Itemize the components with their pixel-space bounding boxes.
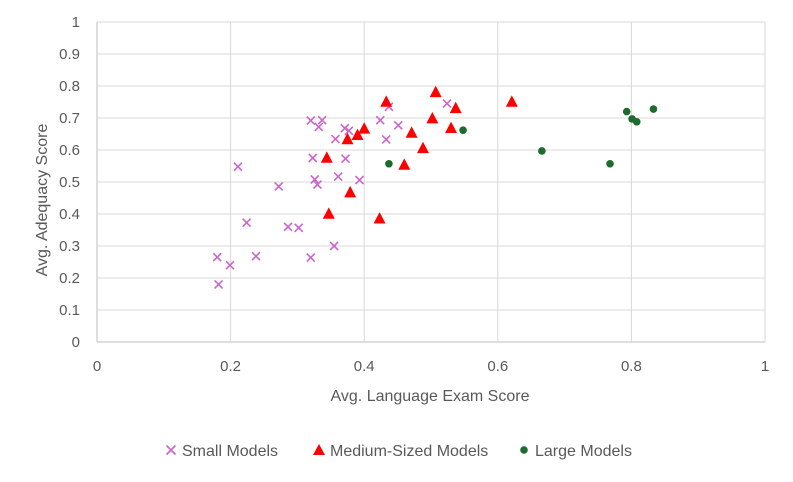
x-tick-label: 0.6 — [487, 358, 508, 375]
point-medium-sized-models — [341, 132, 354, 145]
point-medium-sized-models — [405, 126, 418, 138]
x-tick-label: 0.2 — [220, 358, 241, 375]
series-large-models — [385, 105, 658, 168]
x-axis-title: Avg. Language Exam Score — [331, 388, 530, 405]
y-tick-label: 0.3 — [59, 238, 80, 255]
point-large-models — [538, 147, 546, 155]
point-small-models — [310, 174, 320, 185]
point-medium-sized-models — [416, 141, 429, 154]
y-tick-label: 0.6 — [59, 142, 80, 159]
legend-item-large-models: Large Models — [520, 443, 632, 460]
point-small-models — [344, 126, 354, 136]
y-tick-label: 0.7 — [59, 110, 80, 127]
point-medium-sized-models — [358, 122, 371, 134]
legend-item-medium-sized-models: Medium-Sized Models — [313, 443, 488, 460]
grid-lines — [96, 21, 766, 343]
legend-marker-x-icon — [165, 444, 177, 456]
point-small-models — [314, 122, 324, 132]
point-medium-sized-models — [351, 128, 364, 141]
point-large-models — [622, 107, 631, 116]
point-medium-sized-models — [449, 101, 462, 114]
legend-label-large-models: Large Models — [535, 443, 632, 460]
point-small-models — [354, 175, 365, 185]
point-small-models — [283, 222, 293, 232]
y-tick-label: 1 — [72, 14, 80, 31]
point-small-models — [340, 154, 351, 164]
point-medium-sized-models — [398, 158, 411, 170]
point-small-models — [375, 115, 385, 125]
point-small-models — [306, 252, 316, 263]
y-tick-label: 0.8 — [59, 78, 80, 95]
legend: Small Models Medium-Sized Models Large M… — [165, 443, 632, 460]
point-small-models — [214, 279, 224, 289]
point-small-models — [442, 99, 452, 109]
point-medium-sized-models — [380, 95, 393, 107]
point-medium-sized-models — [320, 151, 333, 163]
series-small-models — [212, 99, 452, 289]
legend-item-small-models: Small Models — [165, 443, 278, 460]
point-small-models — [312, 179, 323, 190]
point-medium-sized-models — [505, 95, 518, 107]
legend-label-medium-sized-models: Medium-Sized Models — [330, 443, 488, 460]
point-medium-sized-models — [426, 112, 439, 124]
point-medium-sized-models — [344, 185, 357, 198]
point-small-models — [294, 223, 304, 233]
point-small-models — [308, 153, 318, 163]
point-medium-sized-models — [373, 212, 386, 224]
point-large-models — [649, 105, 658, 113]
point-small-models — [274, 181, 284, 192]
point-small-models — [233, 162, 243, 172]
point-small-models — [306, 115, 316, 126]
point-large-models — [606, 159, 614, 168]
point-medium-sized-models — [322, 207, 335, 219]
point-medium-sized-models — [429, 85, 442, 98]
point-small-models — [329, 241, 339, 251]
legend-marker-circle-icon — [520, 446, 528, 454]
x-tick-label: 0 — [93, 358, 101, 375]
point-small-models — [242, 218, 252, 228]
point-small-models — [393, 120, 403, 130]
y-tick-label: 0 — [72, 334, 80, 351]
point-large-models — [385, 159, 393, 168]
y-tick-label: 0.1 — [59, 302, 80, 319]
y-axis-title: Avg. Adequacy Score — [34, 124, 51, 277]
point-small-models — [340, 123, 350, 133]
y-tick-label: 0.2 — [59, 270, 80, 287]
legend-marker-triangle-icon — [313, 444, 325, 455]
point-small-models — [381, 134, 391, 145]
y-tick-label: 0.5 — [59, 174, 80, 191]
y-tick-label: 0.9 — [59, 46, 80, 63]
point-small-models — [333, 171, 343, 182]
x-tick-label: 0.4 — [354, 358, 375, 375]
data-points — [212, 85, 658, 289]
point-small-models — [330, 134, 341, 144]
point-small-models — [317, 115, 327, 125]
series-medium-sized-models — [320, 85, 518, 224]
tick-labels: 0 0.1 0.2 0.3 0.4 0.5 0.6 0.7 0.8 0.9 1 0 0.2 0.4 0.6 0… — [59, 14, 769, 375]
point-small-models — [225, 260, 235, 270]
y-tick-label: 0.4 — [59, 206, 80, 223]
x-tick-label: 0.8 — [621, 358, 642, 375]
point-large-models — [459, 126, 467, 134]
point-small-models — [251, 251, 261, 261]
point-small-models — [212, 252, 222, 262]
point-large-models — [632, 118, 641, 126]
point-medium-sized-models — [445, 121, 458, 133]
x-tick-label: 1 — [761, 358, 769, 375]
legend-label-small-models: Small Models — [182, 443, 278, 460]
